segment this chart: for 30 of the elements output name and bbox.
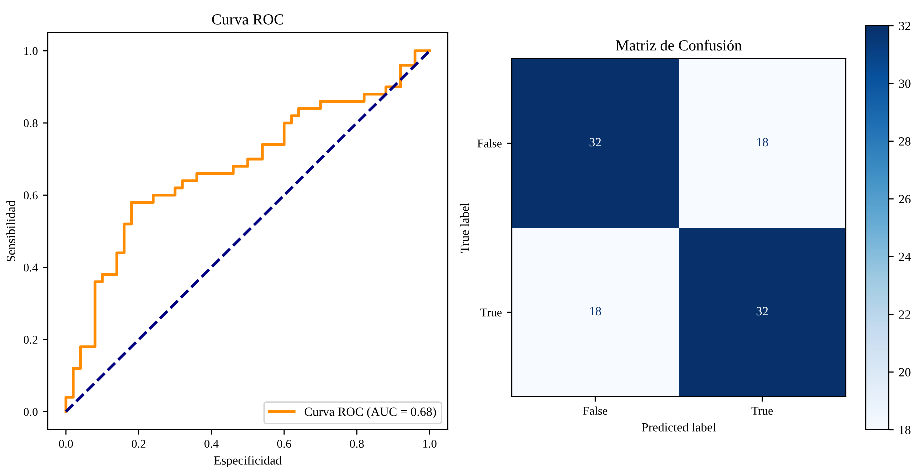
legend-label: Curva ROC (AUC = 0.68) (304, 407, 436, 419)
color-bar-label: 30 (899, 80, 911, 88)
color-bar-label: 24 (899, 252, 912, 262)
data-label: 32 (756, 307, 768, 316)
chart-title: Matriz de Confusión (616, 40, 742, 51)
x-tick-label: 0.4 (204, 440, 219, 448)
color-bar-label: 28 (899, 137, 911, 146)
data-label: 18 (590, 307, 602, 316)
color-bar-label: 22 (899, 310, 911, 319)
x-tick-label: 1.0 (423, 440, 437, 448)
chart-title: Curva ROC (212, 14, 284, 25)
data-label: 32 (590, 138, 602, 147)
y-axis-title: True label (460, 202, 470, 254)
y-tick-label: 0.6 (24, 192, 38, 200)
x-tick-label: 0.0 (59, 440, 74, 448)
data-label: 18 (757, 138, 768, 147)
color-bar-label: 32 (899, 22, 911, 30)
y-tick-label: 0.2 (24, 336, 38, 344)
x-tick-label: 0.2 (132, 440, 146, 448)
y-tick-label: 1.0 (24, 47, 38, 56)
color-bar-label: 20 (899, 368, 911, 377)
x-axis-title: Especificidad (214, 456, 282, 468)
x-tick-label: 0.8 (350, 440, 364, 448)
color-bar-label: 26 (899, 195, 911, 204)
x-tick-label: 0.6 (277, 440, 292, 448)
y-tick-label: 0.8 (24, 119, 38, 128)
x-axis-title: Predicted label (642, 422, 716, 432)
y-axis-title: Sensibilidad (6, 200, 16, 262)
color-bar-label: 18 (900, 426, 911, 434)
y-tick-label: 0.4 (24, 264, 38, 272)
